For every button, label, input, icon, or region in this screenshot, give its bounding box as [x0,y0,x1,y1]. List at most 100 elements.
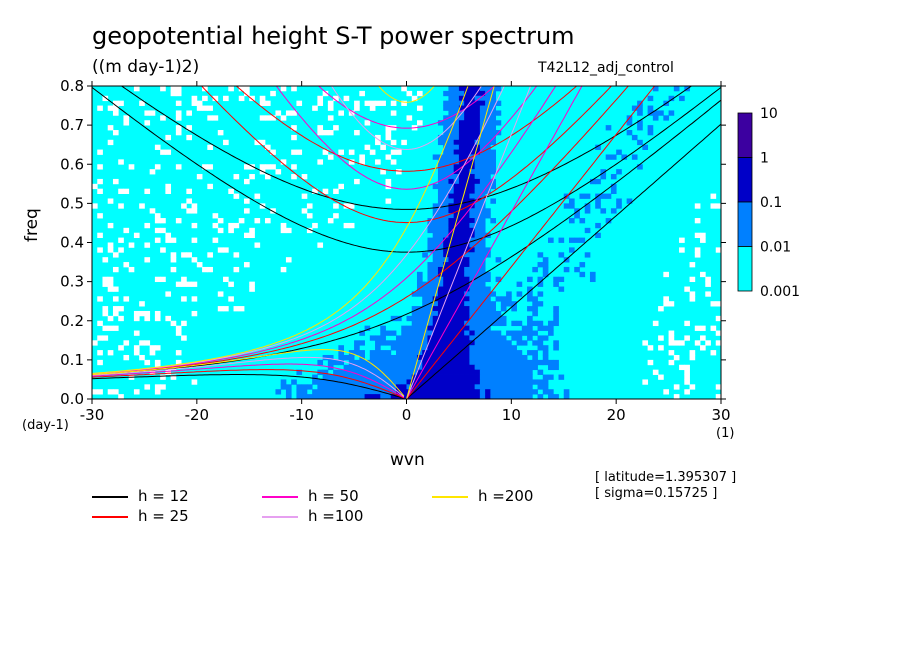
legend-swatch [262,496,298,498]
field-cell [673,384,680,390]
field-cell [406,354,413,361]
field-cell [390,100,397,106]
field-cell [684,364,690,371]
field-cell [610,154,617,160]
field-cell [474,301,481,307]
field-cell [416,120,423,126]
field-cell [97,350,103,356]
field-cell [537,359,544,366]
field-cell [464,139,470,146]
field-cell [411,374,418,380]
field-cell [490,100,497,106]
field-cell [416,320,423,327]
field-cell [715,301,721,307]
field-cell [385,359,392,366]
field-cell [448,169,455,175]
field-cell [396,149,402,155]
field-cell [427,301,434,307]
field-cell [406,115,413,121]
field-cell [333,125,339,131]
field-cell [427,218,434,224]
field-cell [568,237,575,243]
field-cell [416,325,423,331]
field-cell [479,306,486,312]
field-cell [458,144,465,150]
field-cell [537,379,544,385]
field-cell [259,95,266,102]
field-cell [375,139,381,146]
field-cell [191,237,198,243]
field-cell [474,374,481,380]
field-cell [469,90,476,97]
field-cell [422,320,428,327]
field-cell [443,174,449,180]
field-cell [464,90,470,97]
field-cell [506,389,512,395]
field-cell [458,105,465,111]
field-cell [458,178,465,185]
field-cell [527,369,533,375]
field-cell [469,374,476,380]
field-cell [375,134,381,141]
field-cell [406,345,413,351]
field-cell [165,369,172,375]
field-cell [516,369,523,375]
field-cell [175,100,182,106]
field-cell [689,296,696,302]
field-cell [422,354,428,361]
field-cell [642,340,649,346]
field-cell [458,320,465,327]
field-cell [542,384,549,390]
field-cell [458,335,465,341]
field-cell [437,350,444,356]
field-cell [385,364,392,371]
field-cell [458,271,465,278]
x-axis-unit: (1) [716,426,735,441]
field-cell [333,359,339,366]
field-cell [500,315,507,322]
field-cell [416,359,423,366]
field-cell [500,379,507,385]
field-cell [175,110,182,116]
field-cell [474,350,481,356]
field-cell [437,178,444,185]
field-cell [448,335,455,341]
field-cell [291,125,297,131]
field-cell [427,379,434,385]
field-cell [296,389,303,395]
field-cell [411,330,418,336]
field-cell [458,389,465,395]
field-cell [474,110,481,116]
field-cell [458,188,465,194]
field-cell [333,213,339,219]
field-cell [327,130,334,136]
field-cell [469,242,476,248]
field-cell [527,325,533,331]
field-cell [411,345,418,351]
field-cell [694,340,701,346]
field-cell [485,301,491,307]
field-cell [322,130,329,136]
field-cell [605,125,612,131]
field-cell [427,354,434,361]
field-cell [715,384,721,390]
field-cell [359,330,365,336]
field-cell [380,394,386,399]
field-cell [437,183,444,190]
field-cell [312,105,318,111]
field-cell [359,340,365,346]
field-cell [364,120,371,126]
field-cell [170,320,177,327]
field-cell [416,310,423,317]
field-cell [217,291,224,297]
field-cell [495,320,502,327]
field-cell [364,369,371,375]
field-cell [154,315,161,322]
field-cell [521,364,528,371]
field-cell [453,281,460,287]
field-cell [542,345,549,351]
field-cell [191,257,198,263]
field-cell [432,340,439,346]
field-cell [469,188,476,194]
field-cell [422,384,428,390]
